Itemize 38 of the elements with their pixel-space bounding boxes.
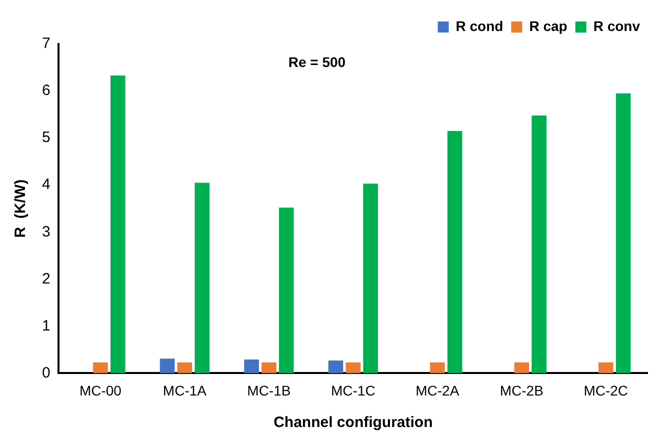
bar: [244, 360, 259, 374]
y-tick-label: 1: [42, 317, 50, 334]
bar: [616, 93, 631, 374]
bar: [278, 208, 294, 374]
bar: [532, 115, 546, 374]
legend-label: R conv: [593, 18, 640, 34]
bar: [93, 362, 108, 374]
y-tick-label: 5: [42, 129, 50, 146]
x-axis-title: Channel configuration: [274, 414, 433, 432]
y-tick-label: 7: [42, 35, 50, 52]
bar: [160, 358, 175, 374]
y-tick-label: 6: [42, 82, 50, 100]
bar: [447, 131, 462, 374]
y-axis-title: R (K/W): [12, 179, 30, 238]
y-tick-label: 0: [42, 364, 50, 382]
bar: [177, 362, 192, 374]
x-tick-label: MC-1C: [331, 382, 376, 398]
x-tick-label: MC-1B: [247, 382, 291, 398]
x-tick-label: MC-1A: [162, 382, 208, 398]
bar: [262, 362, 276, 374]
bar: [598, 362, 614, 374]
annotation: Re = 500: [288, 54, 346, 70]
legend-label: R cap: [529, 18, 568, 34]
y-tick-label: 3: [42, 223, 50, 240]
bar: [346, 362, 361, 374]
x-tick-label: MC-2B: [500, 382, 544, 398]
bar: [514, 362, 530, 374]
bar: [430, 362, 445, 374]
bar: [110, 76, 126, 374]
y-tick-label: 2: [42, 270, 50, 288]
legend-label: R cond: [456, 18, 504, 34]
y-tick-label: 4: [42, 176, 50, 194]
x-tick-label: MC-2A: [416, 382, 460, 398]
x-tick-label: MC-00: [79, 382, 122, 398]
bar: [328, 360, 344, 374]
x-tick-label: MC-2C: [584, 382, 628, 398]
bar: [194, 182, 210, 374]
bar: [363, 184, 378, 374]
